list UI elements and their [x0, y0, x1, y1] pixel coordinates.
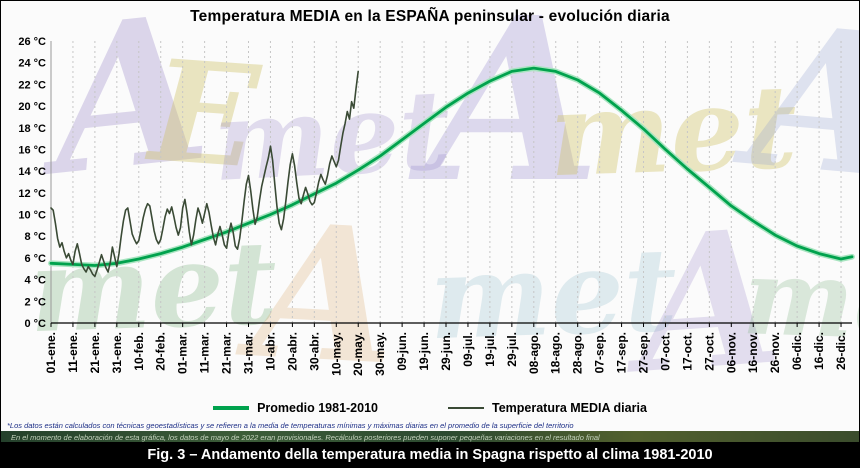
svg-text:16-nov.: 16-nov. — [746, 332, 760, 373]
svg-text:11-ene.: 11-ene. — [66, 332, 80, 373]
svg-text:29-jun.: 29-jun. — [439, 332, 453, 371]
svg-text:10 °C: 10 °C — [18, 210, 46, 222]
svg-text:22 °C: 22 °C — [18, 79, 46, 91]
svg-text:8 °C: 8 °C — [24, 231, 46, 243]
svg-text:4 °C: 4 °C — [24, 275, 46, 287]
svg-text:09-jun.: 09-jun. — [395, 332, 409, 371]
svg-text:26-nov.: 26-nov. — [768, 332, 782, 373]
svg-text:12 °C: 12 °C — [18, 188, 46, 200]
svg-text:06-dic.: 06-dic. — [790, 332, 804, 370]
svg-text:19-jul.: 19-jul. — [483, 332, 497, 367]
svg-text:30-may.: 30-may. — [373, 332, 387, 376]
svg-text:27-oct.: 27-oct. — [702, 332, 716, 371]
svg-text:01-mar.: 01-mar. — [176, 332, 190, 374]
svg-text:26-dic.: 26-dic. — [834, 332, 848, 370]
legend-item-diaria: Temperatura MEDIA diaria — [448, 401, 647, 415]
svg-text:06-nov.: 06-nov. — [724, 332, 738, 373]
chart-svg: 01-ene. 11-ene. 21-ene. 31-ene. 10-feb. 20-fe… — [18, 36, 855, 376]
footnote-line1: *Los datos están calculados con técnicas… — [7, 421, 574, 430]
svg-text:17-oct.: 17-oct. — [680, 332, 694, 371]
svg-text:07-sep.: 07-sep. — [593, 332, 607, 373]
svg-text:20-feb.: 20-feb. — [154, 332, 168, 371]
footnote-line2: En el momento de elaboración de esta grá… — [1, 431, 859, 444]
svg-text:16-dic.: 16-dic. — [812, 332, 826, 370]
svg-text:18-ago.: 18-ago. — [549, 332, 563, 374]
svg-text:18 °C: 18 °C — [18, 123, 46, 135]
chart-title: Temperatura MEDIA en la ESPAÑA peninsula… — [190, 8, 670, 25]
diaria-line-swatch — [448, 407, 484, 409]
svg-text:09-jul.: 09-jul. — [461, 332, 475, 367]
svg-text:31-mar.: 31-mar. — [242, 332, 256, 374]
legend-label-diaria: Temperatura MEDIA diaria — [492, 401, 647, 415]
svg-text:27-sep.: 27-sep. — [637, 332, 651, 373]
figure-caption: Fig. 3 – Andamento della temperatura med… — [1, 442, 859, 467]
svg-text:19-jun.: 19-jun. — [417, 332, 431, 371]
svg-text:10-abr.: 10-abr. — [263, 332, 277, 371]
svg-text:30-abr.: 30-abr. — [307, 332, 321, 371]
svg-text:21-ene.: 21-ene. — [88, 332, 102, 373]
svg-text:16 °C: 16 °C — [18, 144, 46, 156]
svg-text:10-feb.: 10-feb. — [132, 332, 146, 371]
promedio-line-swatch — [213, 406, 250, 410]
svg-text:31-ene.: 31-ene. — [110, 332, 124, 373]
svg-text:24 °C: 24 °C — [18, 58, 46, 70]
svg-text:29-jul.: 29-jul. — [505, 332, 519, 367]
svg-text:17-sep.: 17-sep. — [615, 332, 629, 373]
svg-text:10-may.: 10-may. — [329, 332, 343, 376]
svg-text:07-oct.: 07-oct. — [658, 332, 672, 371]
svg-text:20 °C: 20 °C — [18, 101, 46, 113]
svg-text:0 °C: 0 °C — [24, 318, 46, 330]
legend-item-promedio: Promedio 1981-2010 — [213, 401, 378, 415]
legend-label-promedio: Promedio 1981-2010 — [257, 401, 378, 415]
svg-text:26 °C: 26 °C — [18, 36, 46, 48]
svg-text:20-abr.: 20-abr. — [285, 332, 299, 371]
chart-legend: Promedio 1981-2010 Temperatura MEDIA dia… — [1, 401, 859, 415]
svg-text:21-mar.: 21-mar. — [220, 332, 234, 374]
svg-text:08-ago.: 08-ago. — [527, 332, 541, 374]
svg-text:01-ene.: 01-ene. — [44, 332, 58, 373]
svg-text:14 °C: 14 °C — [18, 166, 46, 178]
svg-text:2 °C: 2 °C — [24, 296, 46, 308]
svg-text:20-may.: 20-may. — [351, 332, 365, 376]
svg-text:28-ago.: 28-ago. — [571, 332, 585, 374]
svg-text:6 °C: 6 °C — [24, 253, 46, 265]
svg-text:11-mar.: 11-mar. — [198, 332, 212, 373]
